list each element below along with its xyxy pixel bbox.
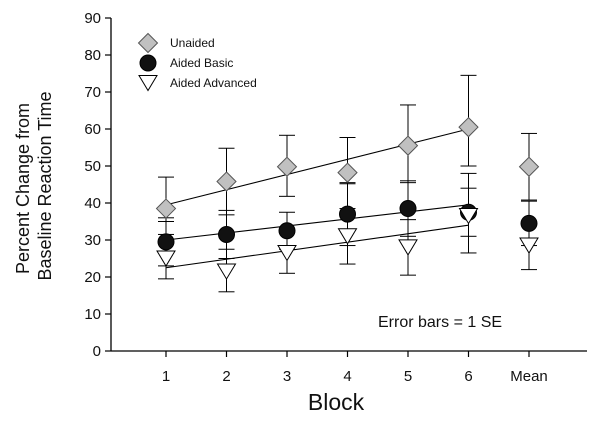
data-point-aided-advanced <box>519 237 539 255</box>
error-bars <box>158 74 537 293</box>
data-point-aided-advanced <box>458 207 479 225</box>
legend-marker-aided-advanced <box>138 75 158 92</box>
data-point-aided-basic <box>278 222 296 240</box>
error-bar-note: Error bars = 1 SE <box>378 314 502 331</box>
y-tick-label: 30 <box>84 232 101 249</box>
x-tick-label: 4 <box>343 368 351 385</box>
data-point-unaided <box>337 162 358 183</box>
y-axis-title: Percent Change from Baseline Reaction Ti… <box>13 91 55 280</box>
x-tick-label: 1 <box>162 368 170 385</box>
data-point-unaided <box>397 135 419 156</box>
axes: 0 10 20 30 40 50 60 70 80 90 1 2 3 4 5 6 Mean <box>84 10 587 385</box>
data-point-aided-basic <box>399 200 417 218</box>
regression-line <box>165 224 469 269</box>
regression-line <box>165 128 469 206</box>
data-point-aided-basic <box>218 225 235 243</box>
data-point-aided-advanced <box>337 228 358 245</box>
y-axis-title-line-1: Percent Change from <box>13 103 33 274</box>
regression-line <box>165 204 469 241</box>
data-point-aided-basic <box>520 214 538 232</box>
y-tick-label: 80 <box>84 47 101 64</box>
y-tick-label: 90 <box>84 10 101 27</box>
x-tick-label: 6 <box>464 368 472 385</box>
y-tick-label: 60 <box>84 121 101 138</box>
data-point-unaided <box>155 198 177 219</box>
data-point-aided-advanced <box>156 250 176 267</box>
x-tick-label: 5 <box>404 368 412 385</box>
y-tick-label: 0 <box>93 343 101 360</box>
data-point-unaided <box>518 156 540 177</box>
y-tick-label: 40 <box>84 195 101 212</box>
y-tick-label: 20 <box>84 269 101 286</box>
data-point-aided-basic <box>339 205 356 223</box>
data-point-aided-advanced <box>398 239 418 256</box>
legend: Unaided Aided Basic Aided Advanced <box>137 32 257 92</box>
data-point-aided-advanced <box>277 244 297 262</box>
data-point-unaided <box>216 171 237 192</box>
data-point-unaided <box>276 156 298 177</box>
legend-marker-unaided <box>137 32 159 54</box>
y-axis-title-line-2: Baseline Reaction Time <box>35 91 55 280</box>
data-point-aided-basic <box>157 233 175 251</box>
legend-label-aided-basic: Aided Basic <box>170 56 233 70</box>
y-tick-label: 70 <box>84 84 101 101</box>
data-point-unaided <box>458 116 479 138</box>
y-tick-label: 50 <box>84 158 101 175</box>
legend-label-unaided: Unaided <box>170 36 215 50</box>
legend-marker-aided-basic <box>139 54 157 72</box>
data-point-aided-advanced <box>216 263 237 280</box>
legend-label-aided-advanced: Aided Advanced <box>170 76 257 90</box>
x-axis-title: Block <box>308 389 365 415</box>
x-tick-label: 2 <box>222 368 230 385</box>
y-tick-label: 10 <box>84 306 101 323</box>
data-markers <box>155 116 540 280</box>
regression-lines <box>165 128 469 269</box>
x-tick-label: Mean <box>510 368 548 385</box>
x-tick-label: 3 <box>283 368 291 385</box>
